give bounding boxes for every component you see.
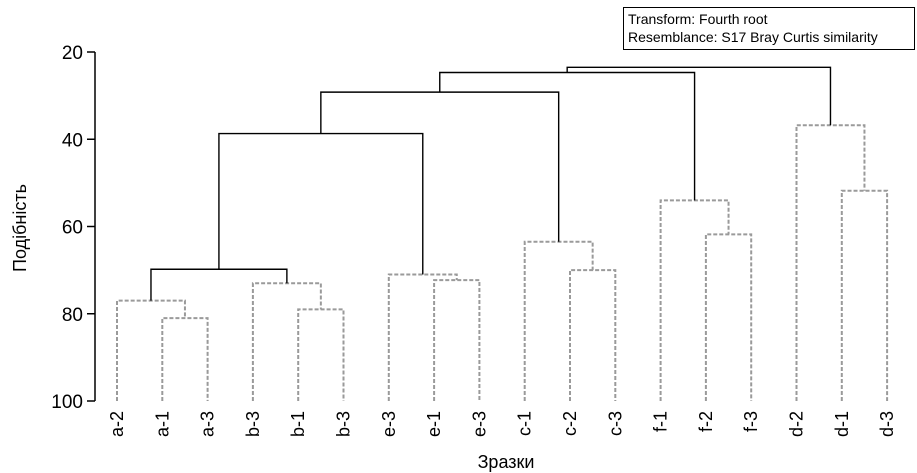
dendrogram-branch: [320, 91, 560, 242]
x-tick-label: f-3: [741, 411, 761, 432]
x-tick-label: c-3: [605, 411, 625, 436]
x-axis-label: Зразки: [478, 452, 535, 472]
dendrogram-branch: [659, 199, 730, 401]
y-tick-label: 100: [51, 392, 83, 413]
x-tick-label: a-2: [107, 411, 127, 437]
x-tick-label: f-2: [696, 411, 716, 432]
y-tick-label: 20: [62, 43, 83, 64]
x-tick-label: a-3: [198, 411, 218, 437]
x-tick-label: d-1: [832, 411, 852, 437]
x-tick-label: e-3: [379, 411, 399, 437]
x-tick-label: d-2: [787, 411, 807, 437]
dendrogram-branch: [297, 308, 345, 401]
dendrogram-branch: [251, 282, 322, 401]
dendrogram-branch: [704, 233, 753, 401]
y-tick-label: 40: [62, 130, 83, 151]
dendrogram-branch: [218, 132, 424, 275]
dendrogram-branch: [569, 269, 617, 401]
dendrogram-branch: [387, 273, 458, 401]
dendrogram-branch: [566, 66, 832, 126]
annotation-box: Transform: Fourth root Resemblance: S17 …: [623, 7, 915, 50]
x-tick-label: b-1: [288, 411, 308, 437]
x-tick-label: b-3: [334, 411, 354, 437]
x-tick-label: c-1: [515, 411, 535, 436]
x-tick-label: e-1: [424, 411, 444, 437]
resemblance-note: Resemblance: S17 Bray Curtis similarity: [628, 29, 878, 45]
dendrogram-branch: [161, 317, 209, 401]
x-tick-labels: a-2 a-1 a-3 b-3 b-1 b-3 e-3 e-1 e-3 c-1 c-2 c-3 f-1 f…: [107, 411, 897, 437]
dendrogram-branch: [116, 299, 186, 401]
dendrogram-branch: [439, 71, 696, 201]
dendrogram-branches: [116, 66, 889, 401]
dendrogram-branch: [795, 124, 866, 401]
x-tick-label: b-3: [243, 411, 263, 437]
x-tick-label: f-1: [651, 411, 671, 432]
dendrogram-branch: [433, 279, 481, 401]
x-tick-label: c-2: [560, 411, 580, 436]
dendrogram-branch: [840, 189, 889, 401]
y-tick-label: 80: [62, 305, 83, 326]
x-tick-label: e-3: [469, 411, 489, 437]
dendrogram-branch: [523, 240, 594, 401]
y-axis: 20 40 60 80 100: [51, 43, 96, 413]
dendrogram-branch: [150, 268, 288, 301]
y-tick-label: 60: [62, 218, 83, 239]
x-tick-label: a-1: [152, 411, 172, 437]
y-axis-label: Подібність: [10, 184, 30, 272]
transform-note: Transform: Fourth root: [628, 11, 768, 27]
x-tick-label: d-3: [877, 411, 897, 437]
